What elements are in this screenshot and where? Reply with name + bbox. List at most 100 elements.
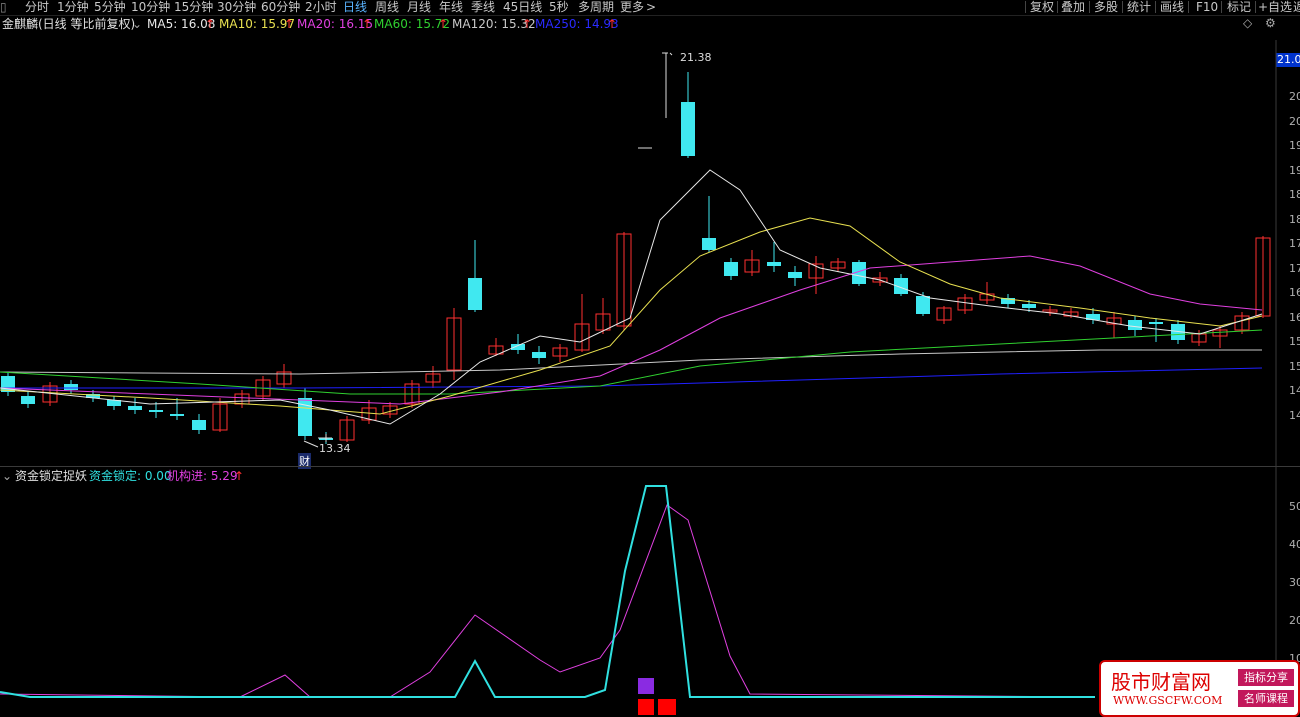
candlestick (936, 306, 952, 324)
overlay-button[interactable]: 叠加 (1061, 0, 1086, 14)
candlestick (532, 346, 546, 364)
signal-square-red (638, 699, 654, 715)
candlestick (852, 260, 866, 286)
price-tick: 20 (1289, 90, 1300, 103)
tab-monthly[interactable]: 月线 (407, 0, 432, 14)
candlestick (425, 366, 441, 388)
tab-multi-period[interactable]: 多周期 (578, 0, 615, 14)
candle-body (1128, 320, 1142, 330)
indicator-tick: 40 (1289, 538, 1300, 551)
site-watermark: 股市财富网 WWW.GSCFW.COM 指标分享 名师课程 (1099, 660, 1300, 717)
chevron-down-icon[interactable]: ⌄ (132, 17, 143, 31)
tab-5min[interactable]: 5分钟 (94, 0, 126, 14)
ma10-line (0, 217, 1263, 415)
tab-2hour[interactable]: 2小时 (305, 0, 337, 14)
candle-body (788, 272, 802, 278)
candlestick (1255, 236, 1271, 318)
candlestick (446, 308, 462, 380)
tab-daily[interactable]: 日线 (343, 0, 368, 14)
multi-stock-button[interactable]: 多股 (1094, 0, 1119, 14)
f10-button[interactable]: F10 (1196, 0, 1219, 14)
tab-weekly[interactable]: 周线 (375, 0, 400, 14)
candle-body (1022, 304, 1036, 308)
candle-body (192, 420, 206, 430)
watermark-url: WWW.GSCFW.COM (1113, 694, 1223, 707)
price-tick: 17 (1289, 262, 1300, 275)
high-price-label: 21.38 (680, 51, 712, 64)
event-badge[interactable]: 财 (298, 453, 311, 469)
watermark-badge-course: 名师课程 (1238, 690, 1294, 707)
candlestick (957, 294, 973, 314)
candlestick (276, 364, 292, 388)
candlestick (298, 388, 312, 440)
candlestick (595, 298, 611, 334)
draw-line-button[interactable]: 画线 (1160, 0, 1185, 14)
candlestick (830, 258, 846, 272)
collapse-icon[interactable]: ⌄ (2, 469, 13, 483)
candle-body (425, 373, 441, 383)
candle-body (830, 261, 846, 269)
pane-divider[interactable] (0, 466, 1300, 467)
candle-body (936, 307, 952, 321)
candle-body (616, 233, 632, 327)
tab-fenshi[interactable]: 分时 (25, 0, 50, 14)
gear-icon[interactable]: ⚙ (1265, 16, 1276, 30)
diamond-icon[interactable]: ◇ (1243, 16, 1253, 30)
candlestick (468, 240, 482, 312)
fuquan-button[interactable]: 复权 (1030, 0, 1055, 14)
candle-body (1255, 237, 1271, 317)
period-toolbar: ▯ 分时 1分钟 5分钟 10分钟 15分钟 30分钟 60分钟 2小时 日线 … (0, 0, 1300, 16)
candle-body (724, 262, 738, 276)
candlestick (1171, 320, 1185, 344)
ma250-arrow-icon: ↑ (607, 17, 618, 31)
price-tick: 17 (1289, 237, 1300, 250)
candle-body (1149, 322, 1163, 324)
candle-body (595, 313, 611, 331)
add-watchlist-button[interactable]: +自选 (1258, 0, 1293, 14)
candlestick (1001, 294, 1015, 308)
candle-body (808, 263, 824, 279)
inst-arrow-icon: ↑ (234, 469, 245, 483)
price-tick: 19 (1289, 164, 1300, 177)
inst-line (0, 504, 1096, 698)
candle-body (468, 278, 482, 310)
ma5-label: MA5: 16.08 (147, 17, 216, 31)
ma5-arrow-icon: ↑ (205, 17, 216, 31)
candlesticks (1, 72, 1271, 444)
price-tick: 15 (1289, 335, 1300, 348)
candlestick (1086, 308, 1100, 324)
tab-10min[interactable]: 10分钟 (131, 0, 171, 14)
candlestick (681, 72, 695, 158)
candlestick (702, 196, 716, 252)
price-tick: 14 (1289, 409, 1300, 422)
price-tick: 16 (1289, 286, 1300, 299)
candlestick (234, 390, 250, 408)
watermark-badge-share: 指标分享 (1238, 669, 1294, 686)
tab-5sec[interactable]: 5秒 (549, 0, 569, 14)
toolbar-menu-icon[interactable]: ▯ (0, 0, 7, 14)
tab-1min[interactable]: 1分钟 (57, 0, 89, 14)
stats-button[interactable]: 统计 (1127, 0, 1152, 14)
tab-quarterly[interactable]: 季线 (471, 0, 496, 14)
tab-more[interactable]: 更多 (620, 0, 645, 14)
tab-45day[interactable]: 45日线 (503, 0, 543, 14)
back-button[interactable]: 返 (1293, 0, 1300, 14)
tab-30min[interactable]: 30分钟 (217, 0, 257, 14)
mark-button[interactable]: 标记 (1227, 0, 1252, 14)
candle-body (532, 352, 546, 358)
ma120-line (0, 349, 1262, 375)
candlestick (1042, 306, 1058, 316)
low-price-label: 13.34 (319, 442, 351, 455)
candlestick (616, 232, 632, 330)
chevron-right-icon[interactable]: > (646, 0, 657, 14)
ma20-arrow-icon: ↑ (362, 17, 373, 31)
indicator-name: 资金锁定捉妖 (15, 469, 88, 483)
tab-60min[interactable]: 60分钟 (261, 0, 301, 14)
candle-body (511, 344, 525, 350)
ma60-line (0, 329, 1263, 395)
indicator-tick: 50 (1289, 500, 1300, 513)
candle-body (21, 396, 35, 404)
tab-15min[interactable]: 15分钟 (174, 0, 214, 14)
tab-yearly[interactable]: 年线 (439, 0, 464, 14)
